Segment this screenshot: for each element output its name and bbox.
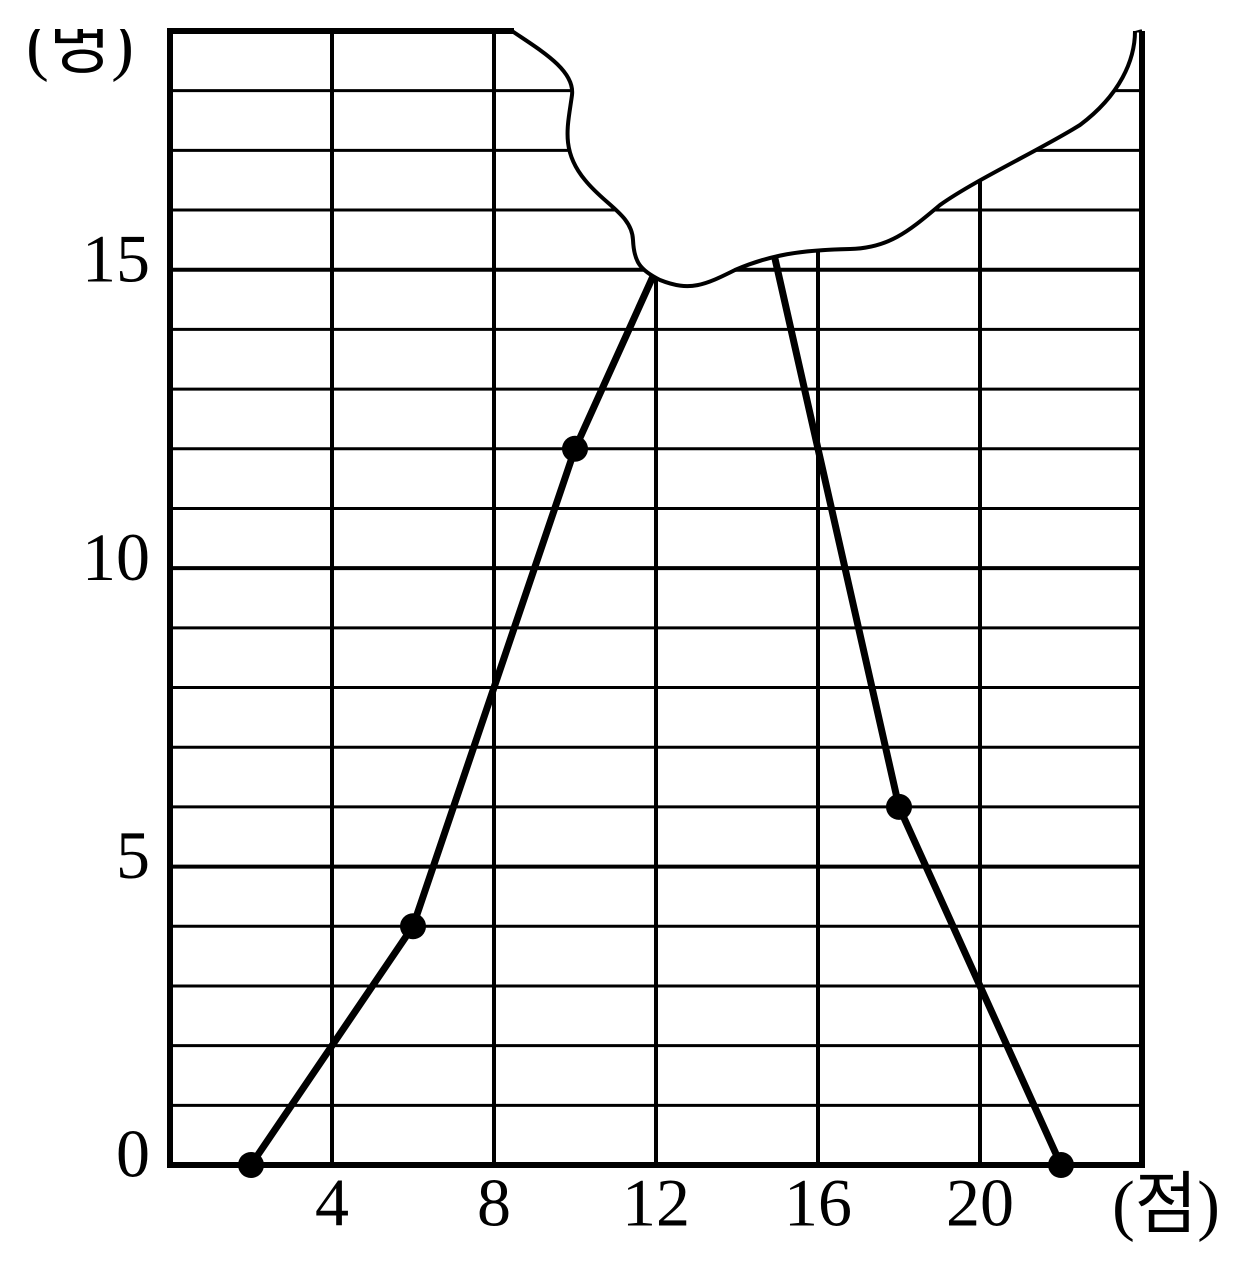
x-tick-label: 8	[477, 1165, 511, 1241]
x-tick-label: 16	[784, 1165, 852, 1241]
y-tick-label: 15	[82, 220, 150, 296]
x-tick-label: 12	[622, 1165, 690, 1241]
x-axis-label: (점)	[1112, 1167, 1220, 1243]
data-point	[562, 435, 588, 462]
data-point	[400, 913, 426, 940]
top-cover	[0, 0, 1248, 29]
y-tick-label: 10	[82, 519, 150, 595]
x-tick-label: 20	[946, 1165, 1014, 1241]
torn-edge-line	[510, 29, 1137, 288]
y-tick-label: 5	[116, 817, 150, 893]
torn-edge	[512, 0, 1248, 287]
data-point	[886, 793, 912, 820]
x-tick-label: 4	[315, 1165, 349, 1241]
y-tick-label: 0	[116, 1116, 150, 1192]
